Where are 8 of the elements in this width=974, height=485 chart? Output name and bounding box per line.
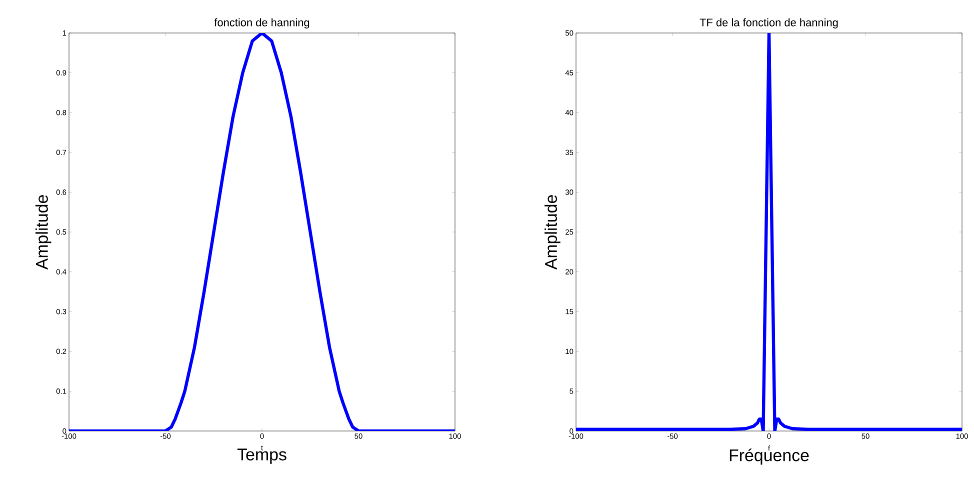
chart-title: TF de la fonction de hanning	[700, 18, 838, 28]
line-series	[576, 32, 962, 431]
chart-title: fonction de hanning	[214, 18, 310, 28]
y-axis-title: Amplitude	[35, 195, 52, 270]
line-series	[69, 32, 456, 431]
y-axis-title: Amplitude	[544, 195, 560, 270]
x-axis-title: Temps	[237, 448, 286, 464]
x-axis-title: Fréquence	[730, 448, 809, 465]
